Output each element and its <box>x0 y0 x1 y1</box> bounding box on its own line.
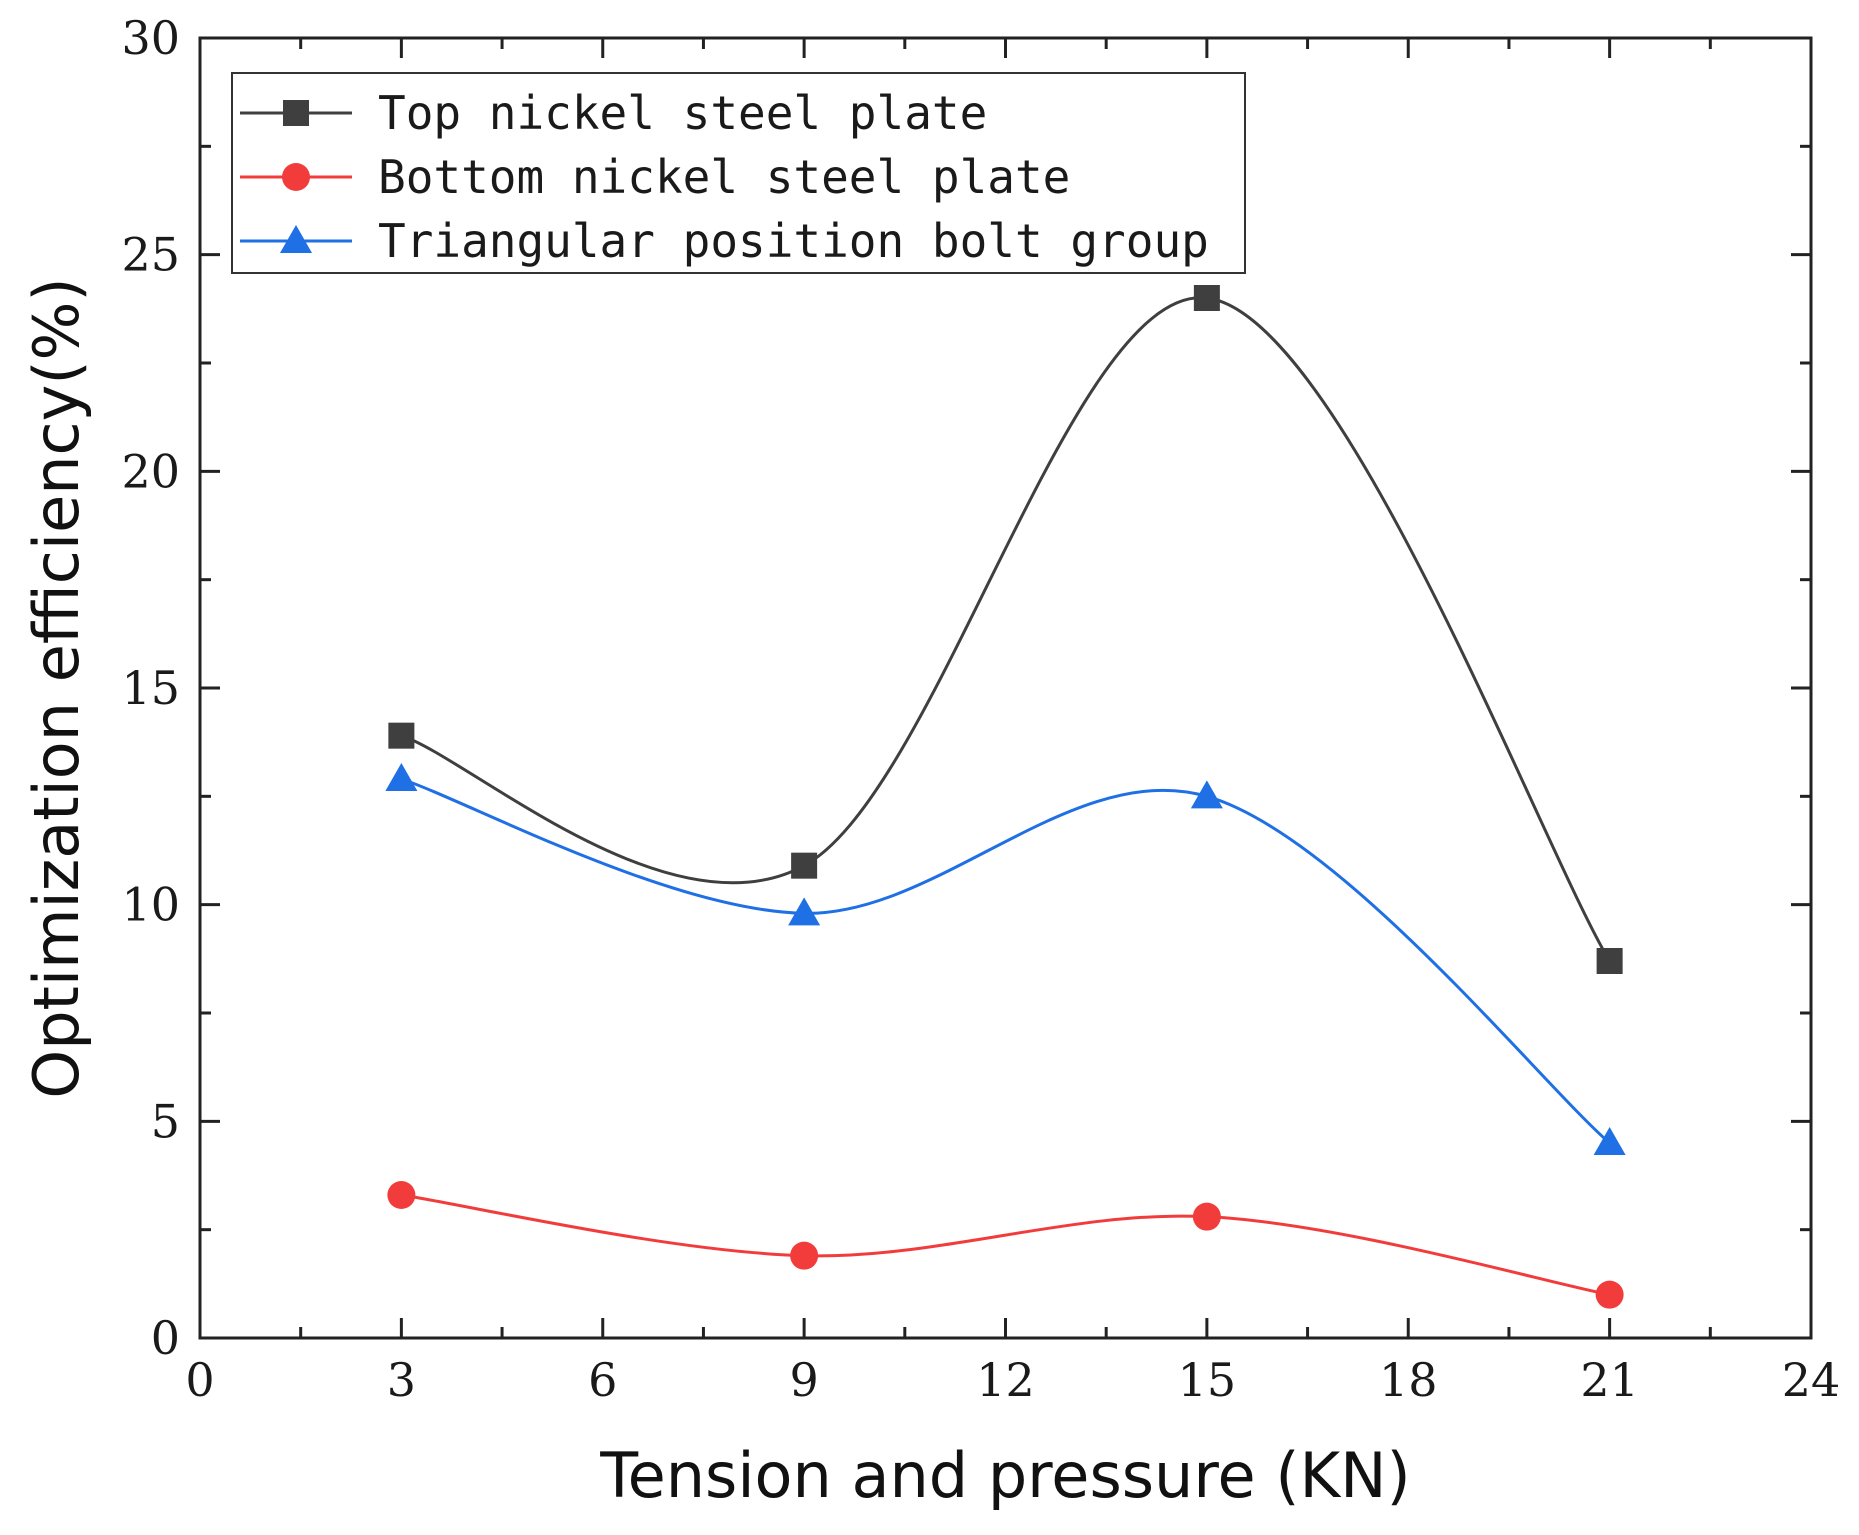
data-point <box>1190 780 1223 809</box>
x-tick-label: 21 <box>1580 1353 1639 1407</box>
legend-item: Bottom nickel steel plate <box>240 150 1070 204</box>
x-tick-label: 12 <box>976 1353 1035 1407</box>
x-tick-label: 15 <box>1178 1353 1237 1407</box>
y-tick-label: 30 <box>121 11 180 65</box>
legend-label: Bottom nickel steel plate <box>378 150 1070 204</box>
series-3 <box>385 763 1626 1155</box>
x-tick-label: 9 <box>789 1353 818 1407</box>
series-2 <box>387 1181 1624 1309</box>
legend: Top nickel steel plate Bottom nickel stee… <box>231 72 1246 274</box>
series-line <box>400 296 1611 962</box>
legend-box <box>231 72 1246 274</box>
data-point <box>1593 1127 1626 1155</box>
legend-marker <box>280 225 312 253</box>
legend-label: Triangular position bolt group <box>378 214 1209 268</box>
y-tick-label: 10 <box>121 878 180 932</box>
x-axis-title: Tension and pressure (KN) <box>599 1439 1411 1512</box>
data-point <box>387 1181 416 1209</box>
data-point <box>385 763 418 791</box>
data-point <box>1193 285 1220 311</box>
data-point <box>791 852 818 879</box>
x-tick-label: 6 <box>588 1353 617 1407</box>
y-tick-label: 0 <box>151 1311 180 1365</box>
data-point <box>388 722 415 749</box>
y-tick-label: 15 <box>121 661 180 715</box>
legend-item: Top nickel steel plate <box>240 86 987 140</box>
x-tick-label: 24 <box>1782 1353 1841 1407</box>
axes: 0 3 6 9 12 15 18 21 24 0 5 10 15 20 25 30 <box>121 11 1840 1407</box>
series-line <box>401 1193 1610 1297</box>
x-tick-label: 3 <box>387 1353 416 1407</box>
y-tick-label: 5 <box>151 1094 180 1148</box>
series-layer <box>385 285 1626 1309</box>
legend-marker <box>283 100 309 126</box>
legend-label: Top nickel steel plate <box>378 86 987 140</box>
y-tick-label: 25 <box>121 228 180 282</box>
x-tick-label: 18 <box>1379 1353 1438 1407</box>
data-point <box>1596 948 1623 974</box>
legend-marker <box>282 163 310 191</box>
y-tick-label: 20 <box>121 444 180 498</box>
data-point <box>1192 1202 1221 1231</box>
series-line <box>400 777 1611 1145</box>
legend-item: Triangular position bolt group <box>240 214 1209 268</box>
data-point <box>1595 1280 1624 1309</box>
x-tick-label: 0 <box>185 1353 214 1407</box>
data-point <box>788 897 821 926</box>
y-axis-title: Optimization efficiency(%) <box>20 277 93 1098</box>
data-point <box>790 1241 819 1270</box>
series-1 <box>388 285 1623 974</box>
